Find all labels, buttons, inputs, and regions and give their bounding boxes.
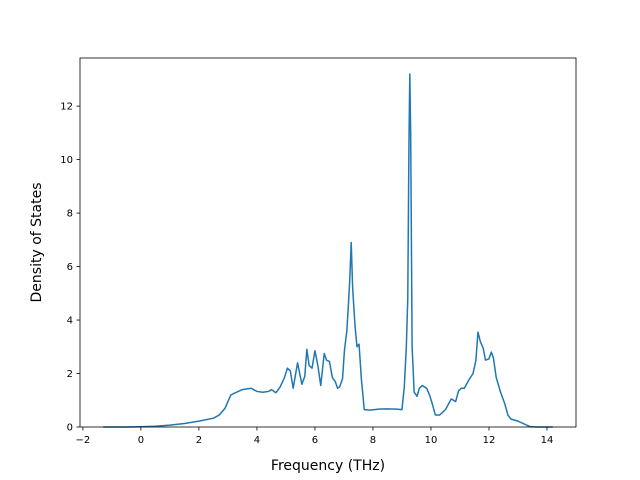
x-tick-label: 0 xyxy=(138,435,144,446)
x-tick-label: 4 xyxy=(254,435,260,446)
x-tick-label: 10 xyxy=(425,435,438,446)
plot-area xyxy=(103,73,553,428)
y-tick-label: 8 xyxy=(67,209,73,220)
x-tick-label: −2 xyxy=(76,435,91,446)
y-tick-label: 4 xyxy=(67,316,73,327)
y-tick-label: 6 xyxy=(67,262,73,273)
x-tick-label: 12 xyxy=(483,435,496,446)
x-tick-label: 6 xyxy=(312,435,318,446)
x-tick-label: 14 xyxy=(541,435,554,446)
y-axis-ticks: 0 2 4 6 8 10 12 xyxy=(60,102,80,434)
y-tick-label: 2 xyxy=(67,369,73,380)
y-tick-label: 10 xyxy=(60,155,73,166)
y-tick-label: 12 xyxy=(60,102,73,113)
y-tick-label: 0 xyxy=(67,423,73,434)
y-axis-label: Density of States xyxy=(29,183,45,303)
x-tick-label: 2 xyxy=(196,435,202,446)
dos-series-line xyxy=(103,73,553,428)
axes-frame xyxy=(79,57,577,428)
x-axis-ticks: −2 0 2 4 6 8 10 12 14 xyxy=(76,427,554,446)
x-tick-label: 8 xyxy=(370,435,376,446)
x-axis-label: Frequency (THz) xyxy=(271,458,385,474)
